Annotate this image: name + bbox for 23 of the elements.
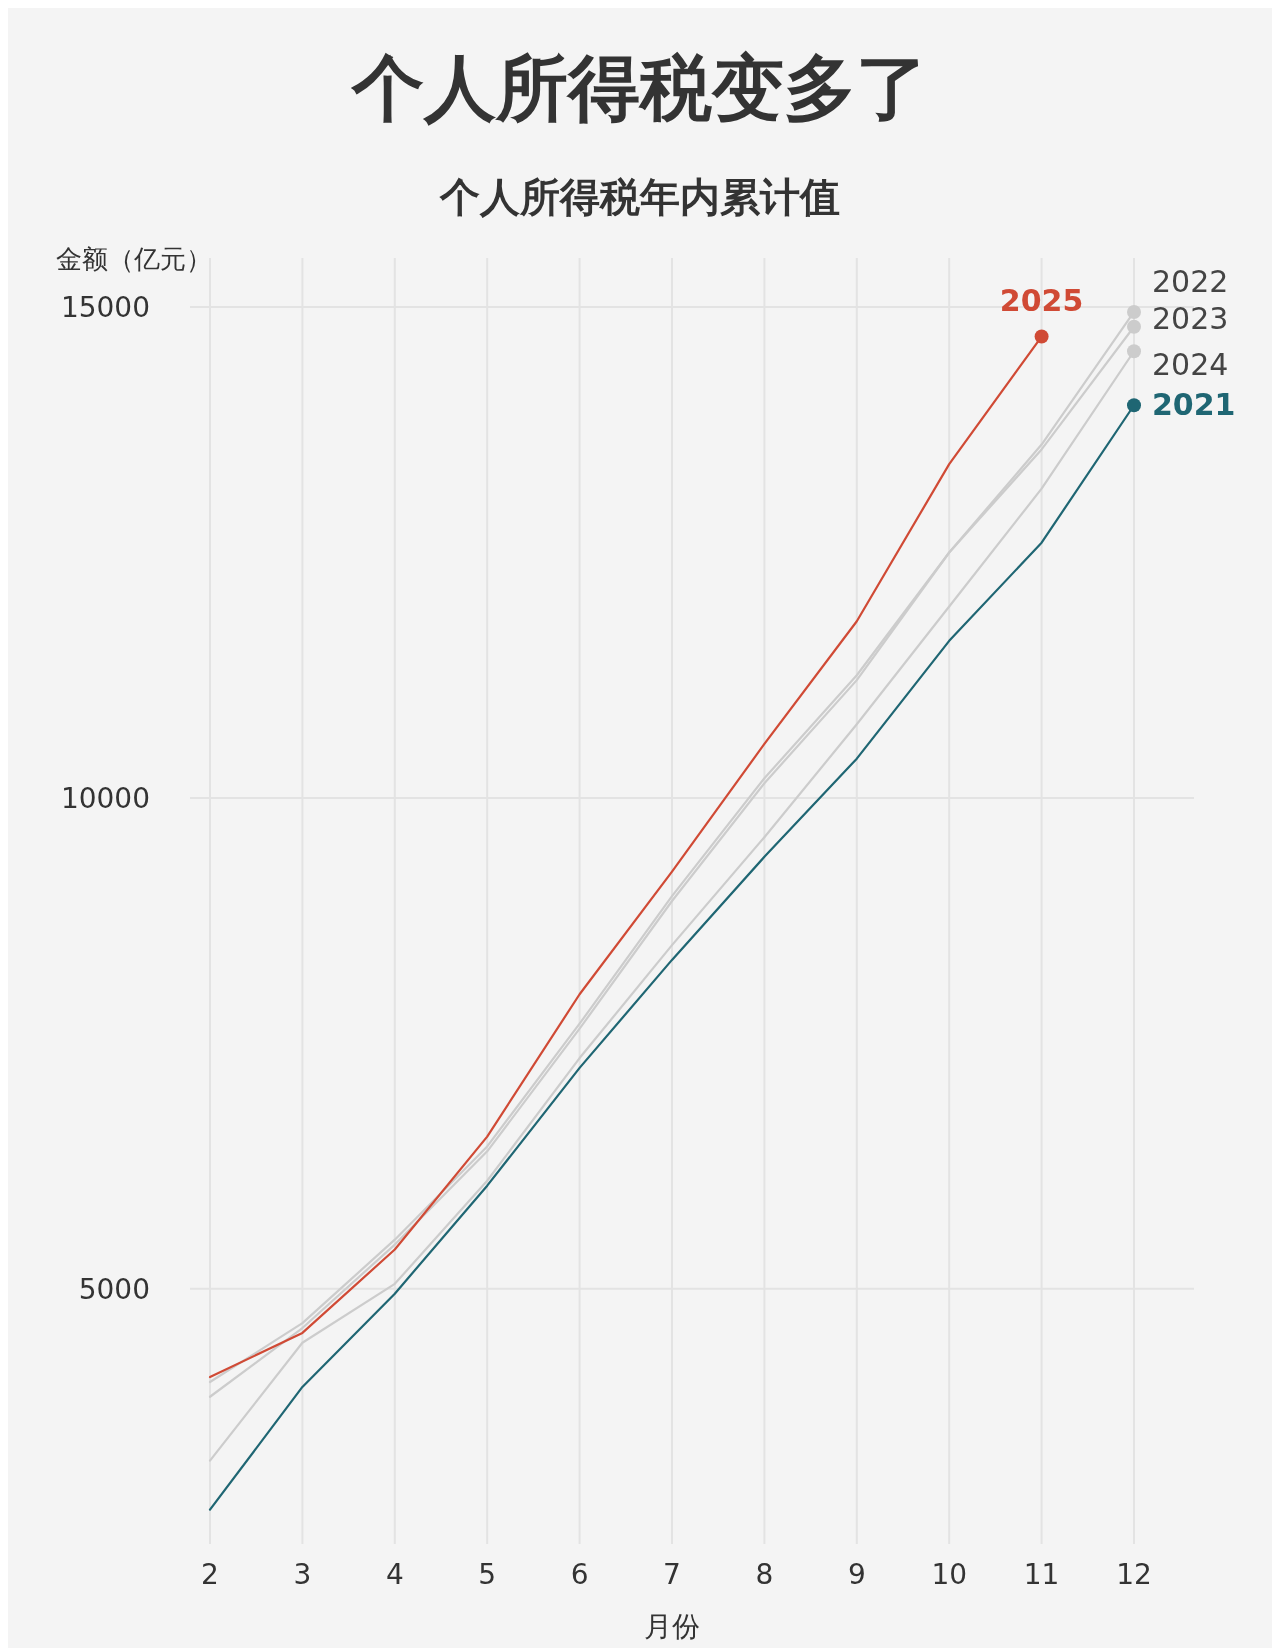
x-tick-label: 5 — [478, 1558, 497, 1591]
y-tick-label: 5000 — [78, 1272, 150, 1306]
x-tick-label: 10 — [931, 1558, 968, 1591]
x-tick-label: 7 — [663, 1558, 681, 1591]
x-tick-label: 11 — [1023, 1558, 1060, 1591]
x-tick-label: 2 — [201, 1558, 219, 1591]
y-axis-title: 金额（亿元） — [56, 244, 212, 274]
y-tick-label: 15000 — [60, 291, 150, 325]
series-label: 2025 — [999, 282, 1084, 318]
x-axis-title: 月份 — [644, 1610, 700, 1643]
chart-subtitle: 个人所得税年内累计值 — [439, 173, 840, 220]
x-tick-label: 8 — [755, 1558, 774, 1591]
y-tick-label: 10000 — [60, 781, 150, 815]
x-tick-label: 4 — [385, 1558, 404, 1591]
x-tick-label: 6 — [570, 1558, 589, 1591]
x-tick-label: 3 — [293, 1558, 312, 1591]
series-label: 2023 — [1152, 300, 1229, 336]
x-tick-label: 12 — [1116, 1558, 1152, 1591]
series-label: 2021 — [1152, 387, 1236, 423]
series-label: 2022 — [1152, 263, 1229, 299]
x-tick-label: 9 — [847, 1558, 866, 1591]
series-label: 2024 — [1152, 347, 1229, 383]
chart-title: 个人所得税变多了 — [350, 45, 928, 130]
